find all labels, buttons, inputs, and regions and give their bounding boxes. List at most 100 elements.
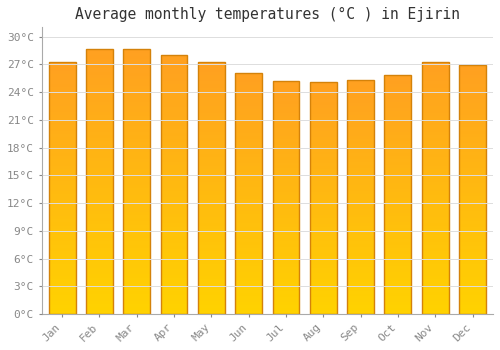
Bar: [384, 278, 411, 281]
Bar: [310, 212, 336, 215]
Bar: [459, 146, 486, 149]
Bar: [272, 125, 299, 127]
Bar: [160, 204, 188, 207]
Bar: [86, 291, 113, 294]
Bar: [198, 72, 225, 75]
Bar: [198, 122, 225, 125]
Bar: [422, 94, 448, 97]
Bar: [272, 302, 299, 305]
Bar: [384, 138, 411, 141]
Bar: [422, 72, 448, 75]
Bar: [347, 106, 374, 109]
Bar: [235, 260, 262, 263]
Bar: [272, 201, 299, 203]
Bar: [124, 96, 150, 99]
Bar: [347, 285, 374, 288]
Bar: [48, 80, 76, 84]
Bar: [235, 208, 262, 211]
Bar: [384, 153, 411, 156]
Bar: [310, 114, 336, 117]
Bar: [86, 49, 113, 52]
Bar: [235, 82, 262, 85]
Bar: [422, 97, 448, 100]
Bar: [86, 287, 113, 291]
Bar: [86, 311, 113, 314]
Bar: [160, 301, 188, 304]
Bar: [384, 233, 411, 237]
Bar: [272, 250, 299, 253]
Bar: [160, 110, 188, 113]
Bar: [48, 223, 76, 226]
Bar: [310, 308, 336, 311]
Title: Average monthly temperatures (°C ) in Ejirin: Average monthly temperatures (°C ) in Ej…: [75, 7, 460, 22]
Bar: [272, 244, 299, 247]
Bar: [160, 175, 188, 178]
Bar: [48, 194, 76, 197]
Bar: [48, 87, 76, 90]
Bar: [310, 302, 336, 305]
Bar: [422, 122, 448, 125]
Bar: [48, 245, 76, 248]
Bar: [272, 127, 299, 131]
Bar: [310, 128, 336, 131]
Bar: [384, 305, 411, 308]
Bar: [124, 301, 150, 304]
Bar: [198, 286, 225, 289]
Bar: [86, 49, 113, 314]
Bar: [459, 215, 486, 218]
Bar: [124, 291, 150, 294]
Bar: [86, 181, 113, 184]
Bar: [459, 65, 486, 314]
Bar: [310, 166, 336, 169]
Bar: [272, 177, 299, 180]
Bar: [384, 93, 411, 96]
Bar: [459, 249, 486, 252]
Bar: [347, 311, 374, 314]
Bar: [459, 121, 486, 124]
Bar: [86, 248, 113, 251]
Bar: [160, 246, 188, 249]
Bar: [272, 215, 299, 218]
Bar: [422, 236, 448, 239]
Bar: [235, 239, 262, 241]
Bar: [422, 251, 448, 254]
Bar: [422, 84, 448, 88]
Bar: [124, 188, 150, 192]
Bar: [235, 136, 262, 139]
Bar: [272, 230, 299, 232]
Bar: [48, 103, 76, 106]
Bar: [272, 282, 299, 285]
Bar: [347, 130, 374, 133]
Bar: [124, 135, 150, 139]
Bar: [124, 225, 150, 228]
Bar: [48, 106, 76, 109]
Bar: [235, 124, 262, 127]
Bar: [347, 180, 374, 182]
Bar: [459, 199, 486, 202]
Bar: [384, 108, 411, 111]
Bar: [310, 146, 336, 149]
Bar: [272, 87, 299, 90]
Bar: [272, 256, 299, 259]
Bar: [384, 222, 411, 225]
Bar: [124, 103, 150, 106]
Bar: [422, 214, 448, 217]
Bar: [384, 183, 411, 186]
Bar: [422, 217, 448, 220]
Bar: [272, 171, 299, 174]
Bar: [124, 311, 150, 314]
Bar: [384, 126, 411, 129]
Bar: [86, 274, 113, 278]
Bar: [235, 169, 262, 172]
Bar: [422, 267, 448, 270]
Bar: [384, 260, 411, 263]
Bar: [422, 239, 448, 242]
Bar: [272, 247, 299, 250]
Bar: [86, 188, 113, 191]
Bar: [48, 257, 76, 260]
Bar: [459, 162, 486, 165]
Bar: [48, 181, 76, 184]
Bar: [235, 251, 262, 254]
Bar: [160, 298, 188, 301]
Bar: [310, 282, 336, 285]
